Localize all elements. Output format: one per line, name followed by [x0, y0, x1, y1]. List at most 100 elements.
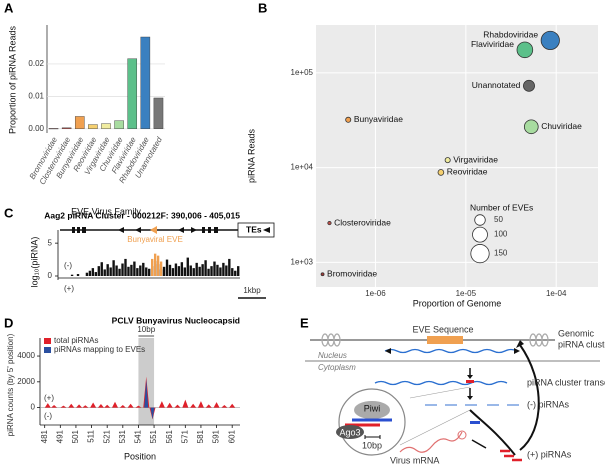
x-tick-label: 1e-05	[456, 289, 477, 298]
coverage-bar	[106, 264, 109, 276]
coverage-bar	[186, 257, 189, 276]
panel-letter: C	[4, 205, 14, 220]
bar	[74, 116, 85, 129]
eve-coverage-bar	[159, 261, 163, 276]
coverage-bar	[207, 268, 210, 276]
spike	[90, 402, 97, 408]
point-label: Rhabdoviridae	[483, 30, 538, 40]
spike	[190, 403, 197, 408]
eve-coverage-bar	[151, 258, 154, 276]
spike	[51, 405, 58, 408]
panel-letter: D	[4, 315, 13, 330]
y-tick-label: 0.00	[28, 124, 44, 133]
scale-bar-label: 1kbp	[243, 286, 261, 295]
coverage-bar	[148, 268, 151, 276]
piwi-label: Piwi	[364, 403, 381, 413]
spike	[182, 399, 189, 408]
spike	[205, 404, 212, 408]
point-label: Bromoviridae	[327, 268, 377, 278]
legend-title: Number of EVEs	[470, 202, 533, 212]
point-label: Closteroviridae	[334, 217, 391, 227]
panel-letter: E	[300, 315, 309, 330]
te-arrow	[263, 227, 270, 233]
y-tick-label: 0	[48, 271, 53, 280]
cluster-label: piRNA cluster	[558, 339, 605, 349]
legend-label: total piRNAs	[54, 336, 98, 345]
y-tick-label: 0.01	[28, 91, 44, 100]
point-label: Reoviridae	[447, 167, 488, 177]
coverage-bar	[136, 268, 139, 276]
legend-label: 150	[494, 249, 508, 258]
x-axis-label: EVE Virus Family	[71, 206, 141, 216]
transcript-label: piRNA cluster transcript	[527, 377, 605, 387]
coverage-bar	[139, 265, 142, 276]
point	[540, 30, 560, 51]
x-tick-label: 1e-04	[546, 289, 567, 298]
eve-coverage-bar	[156, 255, 160, 276]
coverage-bar	[103, 269, 106, 276]
coverage-bar	[121, 263, 124, 276]
x-tick-label: 531	[118, 429, 127, 443]
spike	[150, 407, 155, 420]
coverage-bar	[189, 265, 192, 276]
coverage-bar	[195, 262, 198, 276]
bar	[114, 120, 124, 129]
spike	[44, 403, 51, 408]
spike	[127, 403, 134, 408]
coverage-bar	[118, 268, 121, 276]
point-label: Virgaviridae	[453, 154, 498, 164]
x-tick-label: 501	[71, 429, 80, 443]
coverage-bar	[76, 274, 80, 276]
coverage-bar	[192, 268, 195, 276]
bar	[101, 123, 111, 129]
coverage-bar	[130, 264, 133, 276]
coverage-bar	[124, 258, 127, 276]
coverage-bar	[219, 267, 222, 276]
point-label: Bunyaviridae	[354, 114, 403, 124]
bar	[88, 124, 98, 129]
coverage-bar	[225, 265, 228, 276]
coverage-bar	[145, 267, 148, 276]
y-axis-label: piRNA counts (by 5' position)	[6, 333, 15, 436]
strand-label: (-)	[44, 412, 52, 421]
y-tick-label: 0.02	[28, 59, 44, 68]
legend-key	[44, 347, 51, 353]
point	[523, 119, 539, 135]
x-tick-label: 561	[165, 429, 174, 443]
cytoplasm-label: Cytoplasm	[318, 363, 356, 372]
x-axis-label: Position	[124, 451, 156, 461]
x-tick-label: 481	[40, 429, 49, 443]
cluster-label: Genomic	[558, 328, 595, 338]
x-tick-label: 571	[180, 429, 189, 443]
ago3-label: Ago3	[339, 427, 360, 437]
offset-label: 10bp	[362, 440, 382, 450]
legend-label: 50	[494, 215, 503, 224]
spike	[82, 405, 89, 408]
legend-key	[470, 244, 490, 264]
coverage-bar	[112, 260, 115, 276]
bar	[140, 36, 151, 129]
spike	[112, 401, 118, 408]
y-tick-label: 0	[31, 403, 36, 412]
spike	[166, 402, 173, 408]
y-tick-label: 2000	[17, 377, 35, 386]
y-tick-label: 1e+05	[291, 68, 314, 77]
spike	[104, 404, 111, 408]
spike	[229, 403, 236, 408]
shaded-label: 10bp	[137, 325, 155, 334]
spike	[144, 379, 149, 408]
y-axis-label: log₁₀(piRNA)	[29, 237, 39, 288]
coverage-bar	[88, 270, 92, 276]
point-label: Flaviviridae	[471, 39, 514, 49]
coverage-bar	[127, 266, 130, 276]
panel-title: Aag2 piRNA Cluster - 000212F: 390,006 - …	[44, 210, 240, 220]
coverage-bar	[234, 270, 237, 276]
x-tick-label: 551	[149, 429, 158, 443]
te-features	[72, 227, 218, 233]
coverage-bar	[109, 267, 112, 276]
minus-pirna-label: (-) piRNAs	[527, 399, 569, 409]
point-label: Unannotated	[472, 80, 521, 90]
coverage-bar	[183, 267, 187, 276]
coverage-bar	[180, 262, 184, 276]
spike	[197, 401, 204, 408]
